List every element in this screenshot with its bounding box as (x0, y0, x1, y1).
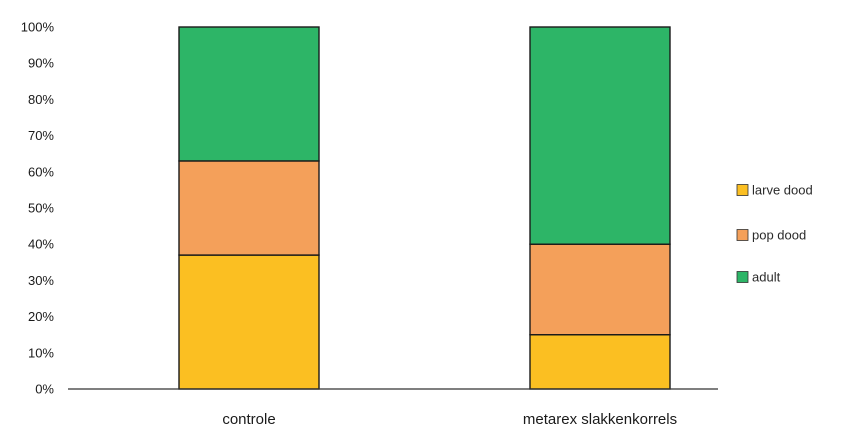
y-tick-label: 30% (28, 273, 54, 288)
y-tick-label: 20% (28, 309, 54, 324)
y-tick-label: 100% (21, 20, 55, 35)
legend-label: adult (752, 270, 781, 285)
x-axis-categories: controle metarex slakkenkorrels (222, 411, 677, 428)
y-axis-ticks: 0% 10% 20% 30% 40% 50% 60% 70% 80% 90% 100% (21, 20, 55, 397)
legend: larve dood pop dood adult (736, 183, 813, 285)
y-tick-label: 40% (28, 237, 54, 252)
y-tick-label: 70% (28, 128, 54, 143)
bar-segment-larve-dood (178, 254, 320, 390)
bar-segment-adult (529, 26, 671, 245)
bars (178, 26, 671, 390)
bar-segment-pop-dood (178, 160, 320, 256)
bar-segment-adult (178, 26, 320, 162)
y-tick-label: 0% (35, 382, 54, 397)
legend-label: larve dood (752, 183, 813, 198)
legend-swatch (736, 184, 749, 196)
x-category-label: metarex slakkenkorrels (523, 411, 677, 428)
legend-swatch (736, 229, 749, 241)
y-tick-label: 10% (28, 345, 54, 360)
y-tick-label: 80% (28, 92, 54, 107)
x-category-label: controle (222, 411, 275, 428)
y-tick-label: 60% (28, 164, 54, 179)
y-tick-label: 50% (28, 201, 54, 216)
bar-segment-pop-dood (529, 243, 671, 336)
legend-swatch (736, 271, 749, 283)
y-tick-label: 90% (28, 56, 54, 71)
bar-segment-larve-dood (529, 334, 671, 390)
legend-label: pop dood (752, 228, 806, 243)
